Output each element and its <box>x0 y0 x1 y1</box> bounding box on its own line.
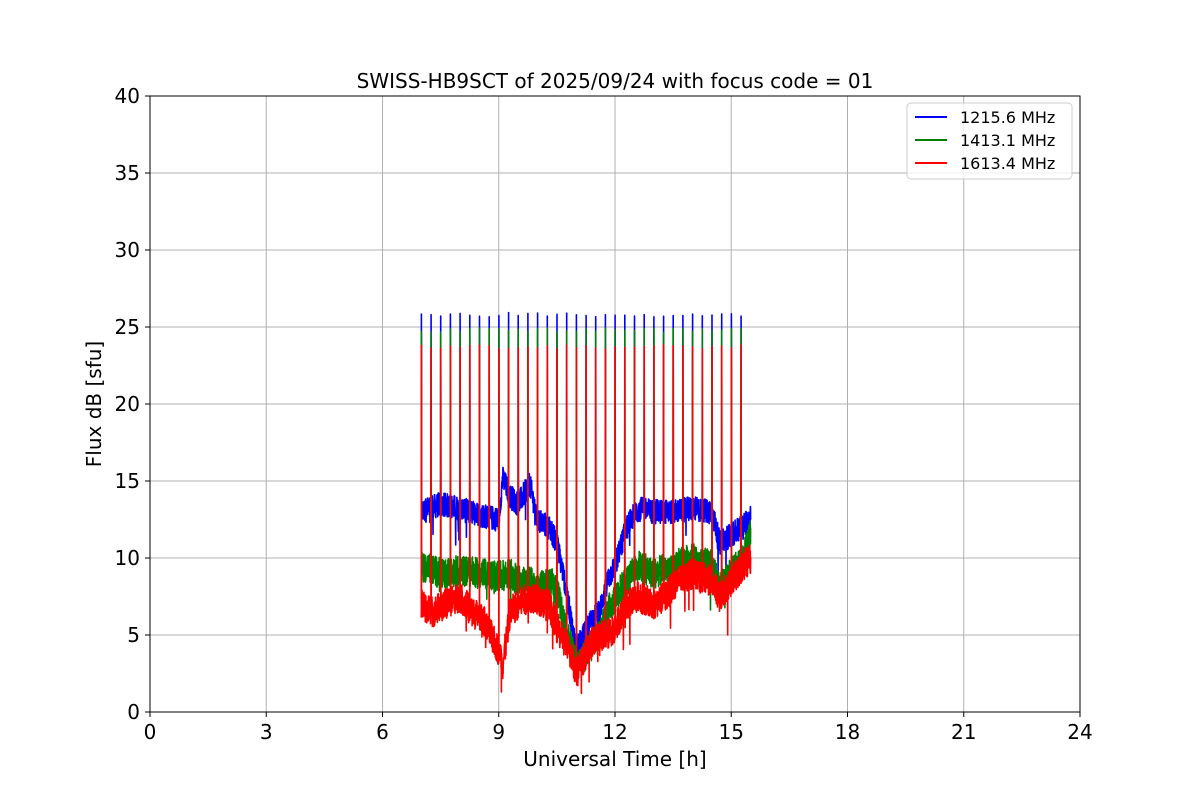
y-tick-label: 40 <box>115 84 140 108</box>
x-tick-label: 24 <box>1067 720 1092 744</box>
x-tick-label: 21 <box>951 720 976 744</box>
x-tick-label: 0 <box>144 720 157 744</box>
ticks: 0 3 6 9 12 15 18 21 24 0 5 10 15 20 25 30 35 40 <box>115 84 1093 744</box>
x-tick-label: 6 <box>376 720 389 744</box>
y-tick-label: 15 <box>115 469 140 493</box>
x-tick-label: 3 <box>260 720 273 744</box>
y-tick-label: 20 <box>115 392 140 416</box>
legend-label-1215: 1215.6 MHz <box>960 108 1055 127</box>
y-tick-label: 35 <box>115 161 140 185</box>
legend-label-1613: 1613.4 MHz <box>960 154 1055 173</box>
y-tick-label: 30 <box>115 238 140 262</box>
x-tick-label: 12 <box>602 720 627 744</box>
legend-box <box>906 102 1073 180</box>
y-tick-label: 25 <box>115 315 140 339</box>
y-tick-label: 5 <box>127 623 140 647</box>
x-tick-label: 15 <box>719 720 744 744</box>
x-tick-label: 18 <box>835 720 860 744</box>
y-axis-label: Flux dB [sfu] <box>82 341 106 467</box>
series-line-16134 <box>420 344 752 695</box>
x-tick-label: 9 <box>492 720 505 744</box>
legend-label-1413: 1413.1 MHz <box>960 131 1055 150</box>
y-tick-label: 0 <box>127 700 140 724</box>
chart-title: SWISS-HB9SCT of 2025/09/24 with focus co… <box>357 69 874 93</box>
series-layer <box>420 311 752 695</box>
legend: 1215.6 MHz 1413.1 MHz 1613.4 MHz <box>906 102 1073 180</box>
y-tick-label: 10 <box>115 546 140 570</box>
x-axis-label: Universal Time [h] <box>523 747 706 771</box>
